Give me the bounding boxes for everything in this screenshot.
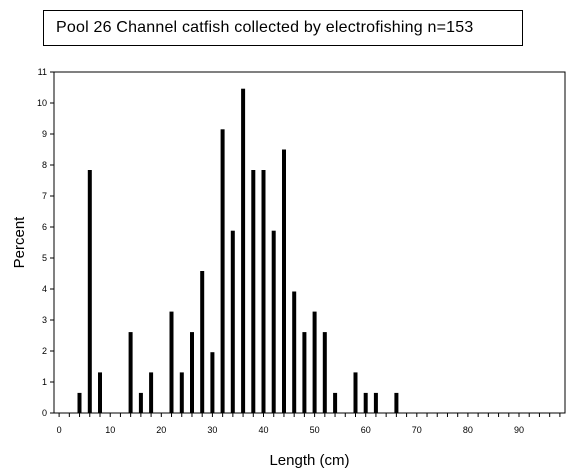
y-tick-label: 8 <box>42 160 47 170</box>
x-tick-label: 70 <box>412 425 422 435</box>
y-tick-label: 1 <box>42 377 47 387</box>
y-tick-label: 3 <box>42 315 47 325</box>
histogram-bar <box>322 332 327 413</box>
histogram-bar <box>292 291 297 413</box>
histogram-bar <box>220 129 225 414</box>
histogram-bar <box>200 271 205 413</box>
x-tick-label: 20 <box>156 425 166 435</box>
x-tick-label: 60 <box>361 425 371 435</box>
chart-title-box: Pool 26 Channel catfish collected by ele… <box>43 10 523 46</box>
histogram-bar <box>312 311 317 413</box>
histogram-bar <box>77 392 82 413</box>
histogram-bar <box>333 392 338 413</box>
y-tick-label: 11 <box>38 67 47 77</box>
histogram-bar <box>179 372 184 413</box>
histogram-bar <box>190 332 194 413</box>
histogram-bar <box>282 149 286 413</box>
histogram-bar <box>394 392 399 413</box>
histogram-bar <box>302 332 307 413</box>
y-tick-label: 9 <box>42 129 47 139</box>
histogram-bar <box>230 230 235 413</box>
histogram-bar <box>261 170 266 413</box>
y-tick-label: 0 <box>42 408 47 418</box>
histogram-bar <box>138 392 143 413</box>
histogram-bar <box>169 311 174 413</box>
histogram-bar <box>241 88 246 413</box>
y-tick-label: 7 <box>42 191 47 201</box>
x-tick-label: 10 <box>105 425 115 435</box>
y-tick-label: 10 <box>37 98 47 108</box>
y-tick-label: 6 <box>42 222 47 232</box>
histogram-bar <box>251 170 256 413</box>
y-tick-label: 4 <box>42 284 47 294</box>
histogram-bar <box>353 372 358 413</box>
x-tick-label: 30 <box>207 425 217 435</box>
x-tick-label: 90 <box>514 425 524 435</box>
x-axis-label: Length (cm) <box>269 452 349 469</box>
x-tick-label: 80 <box>463 425 473 435</box>
histogram-bar <box>271 230 276 413</box>
histogram-bar <box>210 352 215 413</box>
histogram-bar <box>87 170 92 413</box>
y-tick-label: 2 <box>42 346 47 356</box>
x-tick-label: 0 <box>57 425 62 435</box>
histogram-bar <box>128 332 133 413</box>
histogram-bar <box>149 372 154 413</box>
histogram-bar <box>363 392 368 413</box>
y-tick-label: 5 <box>42 253 47 263</box>
x-tick-label: 50 <box>310 425 320 435</box>
plot-frame <box>53 71 566 414</box>
chart-title: Pool 26 Channel catfish collected by ele… <box>56 19 474 36</box>
y-axis-label: Percent <box>11 216 28 269</box>
x-tick-label: 40 <box>259 425 269 435</box>
histogram-bar <box>373 392 378 413</box>
histogram-bar <box>98 372 102 413</box>
